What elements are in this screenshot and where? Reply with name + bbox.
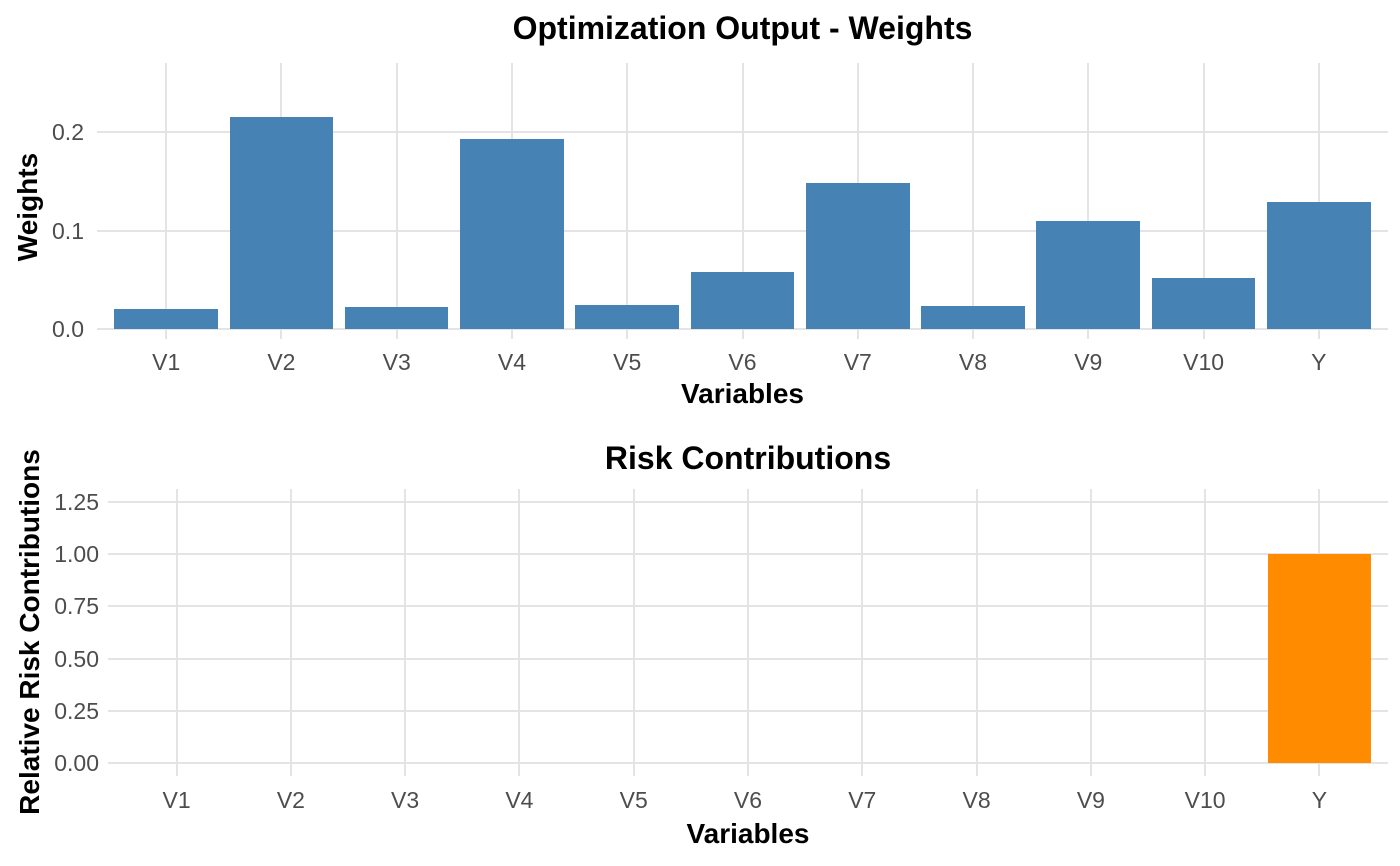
- x-tick-label: V6: [728, 349, 757, 375]
- bar-v2: [229, 117, 334, 330]
- v-gridline: [518, 489, 521, 776]
- v-gridline: [175, 489, 178, 776]
- x-tick-label: V9: [1074, 349, 1103, 375]
- v-gridline: [289, 489, 292, 776]
- x-tick-label: Y: [1311, 349, 1327, 375]
- v-gridline: [404, 489, 407, 776]
- bar-v9: [1036, 220, 1141, 330]
- bar-v5: [575, 304, 680, 330]
- x-tick-label: V2: [276, 787, 305, 813]
- v-gridline: [1087, 63, 1090, 339]
- x-tick-label: V8: [958, 349, 988, 375]
- weights-x-axis-title: Variables: [681, 378, 804, 409]
- v-gridline: [165, 63, 168, 339]
- y-tick-label: 0.00: [54, 750, 99, 776]
- risk-y-axis-title: Relative Risk Contributions: [14, 449, 45, 815]
- x-tick-label: V6: [733, 787, 763, 813]
- x-tick-label: V8: [962, 787, 991, 813]
- v-gridline: [626, 63, 629, 339]
- x-tick-label: V5: [619, 787, 648, 813]
- v-gridline: [632, 489, 635, 776]
- y-tick-label: 0.50: [54, 645, 99, 672]
- v-gridline: [972, 63, 974, 339]
- risk-chart-title: Risk Contributions: [604, 440, 892, 476]
- v-gridline: [1089, 489, 1092, 776]
- x-tick-label: V4: [497, 349, 527, 375]
- y-tick-label: 0.75: [54, 593, 99, 620]
- v-gridline: [975, 489, 978, 776]
- v-gridline: [747, 489, 749, 776]
- bar-v6: [690, 272, 795, 330]
- y-tick-label: 0.2: [52, 119, 84, 145]
- v-gridline: [1202, 63, 1205, 339]
- x-tick-label: V3: [391, 787, 420, 813]
- x-tick-label: V1: [162, 787, 191, 813]
- x-tick-label: V5: [613, 349, 642, 375]
- bar-v10: [1151, 277, 1256, 330]
- bar-y: [1268, 554, 1371, 763]
- y-tick-label: 0.25: [54, 697, 99, 724]
- x-tick-label: V7: [848, 787, 877, 813]
- bar-v3: [344, 306, 449, 330]
- x-tick-label: V10: [1184, 787, 1226, 813]
- x-tick-label: V2: [267, 349, 296, 375]
- x-tick-label: V9: [1076, 787, 1105, 813]
- x-tick-label: V7: [843, 349, 872, 375]
- x-tick-label: V10: [1183, 349, 1225, 375]
- bar-v1: [114, 309, 218, 330]
- y-tick-label: 0.1: [52, 217, 84, 244]
- x-tick-label: V1: [152, 349, 181, 375]
- y-tick-label: 1.25: [54, 489, 99, 515]
- y-tick-label: 0.0: [52, 316, 84, 343]
- weights-chart-title: Optimization Output - Weights: [512, 10, 973, 46]
- x-tick-label: Y: [1311, 787, 1328, 813]
- v-gridline: [1204, 489, 1207, 776]
- v-gridline: [1317, 63, 1320, 339]
- bar-v8: [921, 305, 1025, 330]
- v-gridline: [741, 63, 744, 339]
- x-tick-label: V3: [382, 349, 411, 375]
- weights-y-axis-title: Weights: [12, 152, 43, 262]
- y-tick-label: 1.00: [54, 541, 99, 568]
- bar-v7: [805, 183, 910, 330]
- bar-y: [1267, 202, 1371, 330]
- v-gridline: [861, 489, 864, 776]
- bar-v4: [460, 138, 564, 330]
- x-tick-label: V4: [505, 787, 534, 813]
- v-gridline: [395, 63, 398, 339]
- risk-x-axis-title: Variables: [686, 818, 810, 849]
